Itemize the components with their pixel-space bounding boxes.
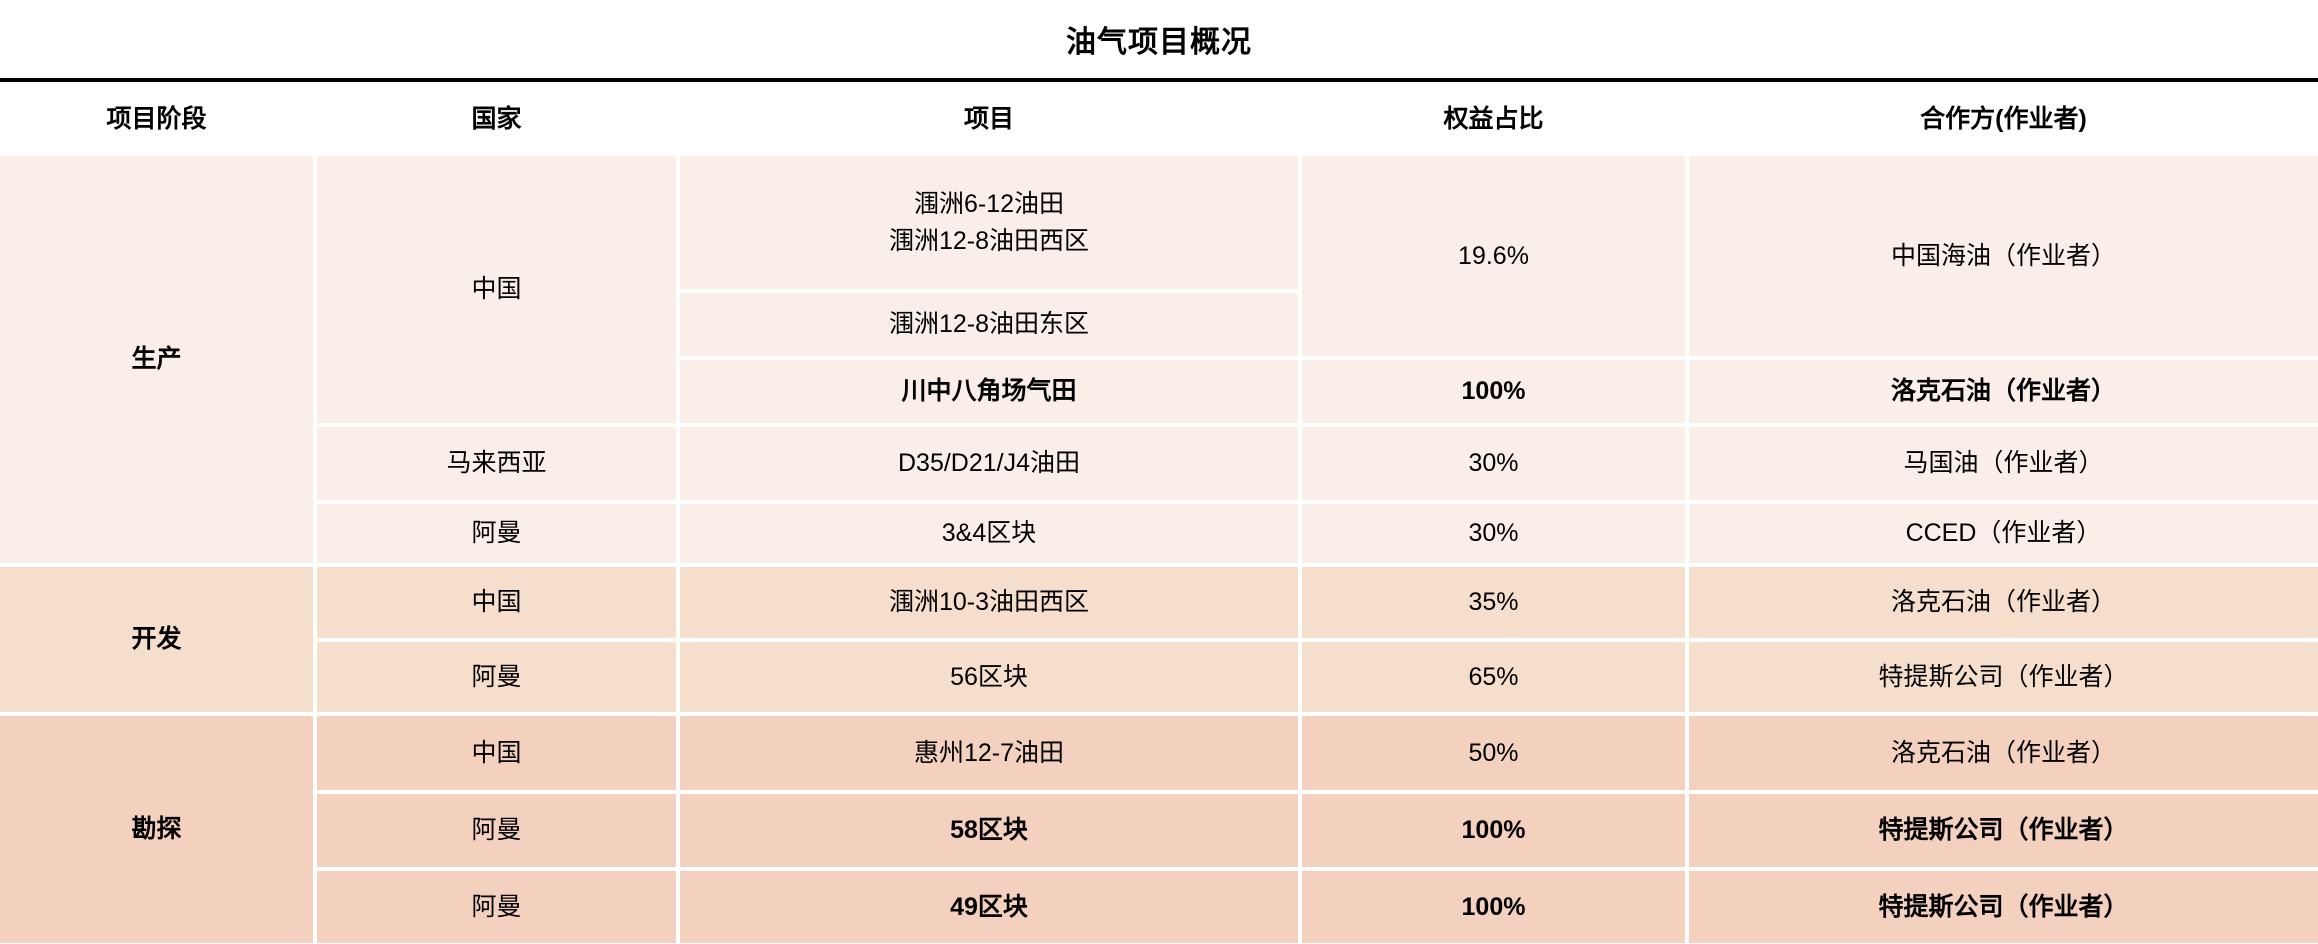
col-header-project: 项目 xyxy=(963,105,1014,133)
cell-partner-roc-oil-exploration: 洛克石油（作业者） xyxy=(1689,716,2318,790)
cell-stage-development: 开发 xyxy=(0,567,313,712)
cell-equity-35: 35% xyxy=(1302,567,1685,638)
cell-partner-tethys-block-56: 特提斯公司（作业者） xyxy=(1689,642,2318,712)
cell-partner-cnooc: 中国海油（作业者） xyxy=(1689,156,2318,356)
cell-stage-production: 生产 xyxy=(0,156,313,563)
header-top-rule xyxy=(0,78,2318,82)
cell-country-malaysia: 马来西亚 xyxy=(317,427,676,500)
cell-country-china-development: 中国 xyxy=(317,567,676,638)
col-header-country: 国家 xyxy=(471,105,522,133)
cell-equity-50: 50% xyxy=(1302,716,1685,790)
cell-project-block-58: 58区块 xyxy=(680,794,1298,867)
cell-stage-exploration: 勘探 xyxy=(0,716,313,943)
cell-project-huizhou-12-7: 惠州12-7油田 xyxy=(680,716,1298,790)
table-body: 生产 中国 涠洲6-12油田 涠洲12-8油田西区 19.6% 中国海油（作业者… xyxy=(0,156,2318,943)
cell-equity-100-bajiaochang: 100% xyxy=(1302,360,1685,423)
table-header-row: 项目阶段 国家 项目 权益占比 合作方(作业者) xyxy=(0,82,2318,152)
cell-equity-100-block-49: 100% xyxy=(1302,871,1685,943)
cell-project-block-3-4: 3&4区块 xyxy=(680,504,1298,563)
cell-country-china-exploration: 中国 xyxy=(317,716,676,790)
cell-partner-tethys-block-58: 特提斯公司（作业者） xyxy=(1689,794,2318,867)
cell-project-block-56: 56区块 xyxy=(680,642,1298,712)
cell-project-weizhou-10-3-west: 涠洲10-3油田西区 xyxy=(680,567,1298,638)
cell-partner-roc-oil-bajiaochang: 洛克石油（作业者） xyxy=(1689,360,2318,423)
cell-country-oman-production: 阿曼 xyxy=(317,504,676,563)
page-title: 油气项目概况 xyxy=(1066,26,1252,59)
cell-project-block-49: 49区块 xyxy=(680,871,1298,943)
cell-partner-tethys-block-49: 特提斯公司（作业者） xyxy=(1689,871,2318,943)
cell-partner-petronas: 马国油（作业者） xyxy=(1689,427,2318,500)
cell-project-weizhou-6-12-and-12-8-west: 涠洲6-12油田 涠洲12-8油田西区 xyxy=(680,156,1298,289)
cell-project-weizhou-12-8-east: 涠洲12-8油田东区 xyxy=(680,293,1298,356)
col-header-equity: 权益占比 xyxy=(1443,105,1544,133)
cell-country-oman-block-49: 阿曼 xyxy=(317,871,676,943)
cell-equity-65: 65% xyxy=(1302,642,1685,712)
cell-project-chuanzhong-bajiaochang: 川中八角场气田 xyxy=(680,360,1298,423)
cell-equity-100-block-58: 100% xyxy=(1302,794,1685,867)
col-header-partner: 合作方(作业者) xyxy=(1920,105,2087,133)
col-header-stage: 项目阶段 xyxy=(106,105,207,133)
cell-partner-cced: CCED（作业者） xyxy=(1689,504,2318,563)
cell-country-china-production: 中国 xyxy=(317,156,676,423)
cell-country-oman-development: 阿曼 xyxy=(317,642,676,712)
cell-equity-30-malaysia: 30% xyxy=(1302,427,1685,500)
cell-equity-19-6: 19.6% xyxy=(1302,156,1685,356)
cell-country-oman-block-58: 阿曼 xyxy=(317,794,676,867)
cell-project-d35-d21-j4: D35/D21/J4油田 xyxy=(680,427,1298,500)
cell-equity-30-oman: 30% xyxy=(1302,504,1685,563)
cell-partner-roc-oil-development: 洛克石油（作业者） xyxy=(1689,567,2318,638)
